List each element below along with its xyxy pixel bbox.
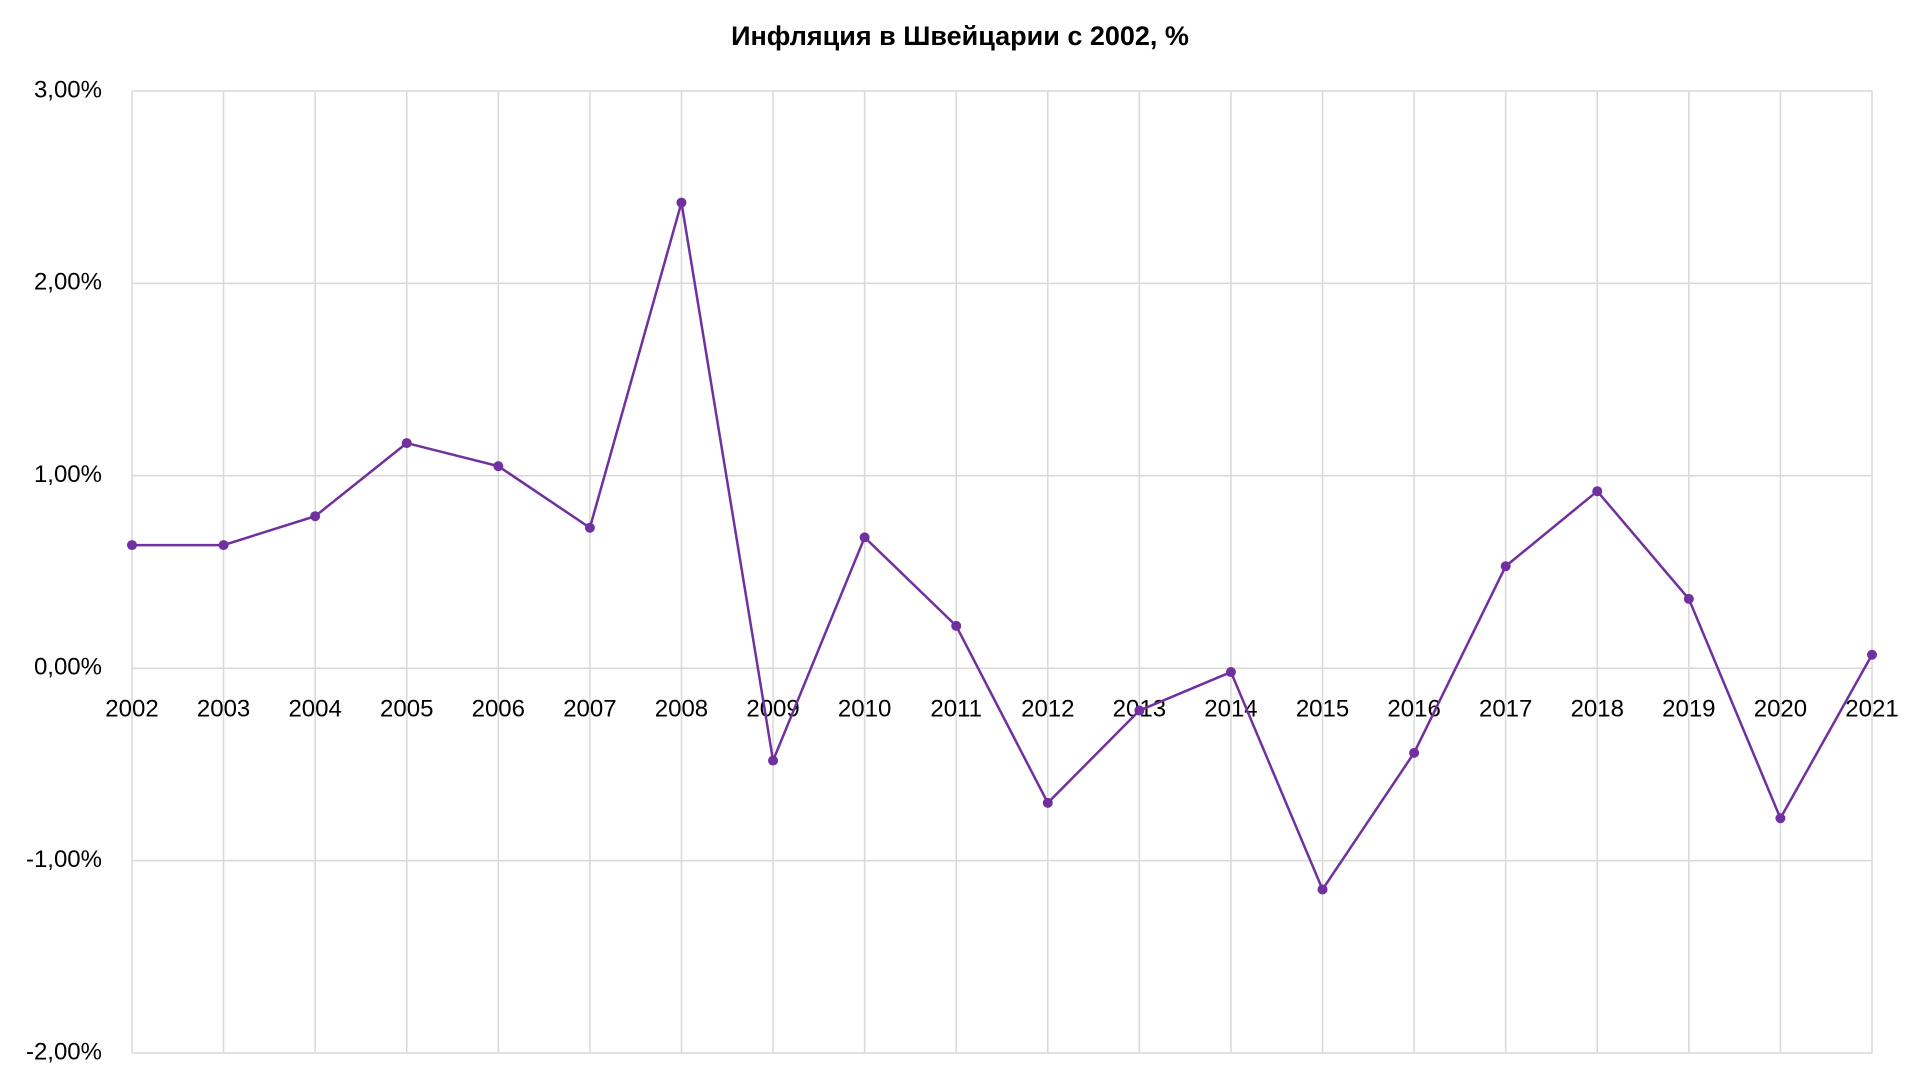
data-point bbox=[1042, 797, 1053, 808]
x-tick-label: 2009 bbox=[746, 696, 799, 723]
data-point bbox=[127, 540, 137, 551]
x-tick-label: 2017 bbox=[1479, 696, 1532, 723]
data-point bbox=[1683, 593, 1694, 604]
x-tick-label: 2010 bbox=[838, 696, 891, 723]
data-point bbox=[401, 438, 412, 449]
x-tick-label: 2020 bbox=[1754, 696, 1807, 723]
data-point bbox=[1500, 561, 1511, 572]
data-point bbox=[768, 755, 779, 766]
data-point bbox=[1592, 486, 1603, 497]
data-point bbox=[218, 540, 229, 551]
data-point bbox=[1225, 667, 1236, 678]
x-tick-label: 2002 bbox=[105, 696, 158, 723]
x-tick-label: 2005 bbox=[380, 696, 433, 723]
y-tick-label: -2,00% bbox=[26, 1038, 102, 1065]
data-point bbox=[1409, 747, 1420, 758]
y-tick-label: 2,00% bbox=[34, 269, 102, 296]
data-point bbox=[584, 522, 595, 533]
data-point bbox=[1317, 884, 1328, 895]
data-point bbox=[1775, 813, 1786, 824]
x-tick-label: 2021 bbox=[1845, 696, 1898, 723]
x-tick-label: 2007 bbox=[563, 696, 616, 723]
x-tick-label: 2014 bbox=[1204, 696, 1257, 723]
data-point bbox=[676, 197, 687, 208]
chart-title: Инфляция в Швейцарии с 2002, % bbox=[731, 21, 1189, 51]
y-tick-label: -1,00% bbox=[26, 846, 102, 873]
x-tick-label: 2006 bbox=[472, 696, 525, 723]
data-point bbox=[859, 532, 870, 543]
data-point bbox=[493, 461, 504, 472]
x-tick-label: 2018 bbox=[1571, 696, 1624, 723]
data-point bbox=[951, 620, 962, 631]
x-tick-label: 2003 bbox=[197, 696, 250, 723]
x-tick-label: 2019 bbox=[1662, 696, 1715, 723]
x-tick-label: 2012 bbox=[1021, 696, 1074, 723]
x-tick-label: 2016 bbox=[1387, 696, 1440, 723]
x-tick-label: 2011 bbox=[930, 696, 982, 723]
data-point bbox=[310, 511, 321, 522]
y-tick-label: 1,00% bbox=[34, 461, 102, 488]
y-tick-label: 0,00% bbox=[34, 654, 102, 681]
x-tick-label: 2015 bbox=[1296, 696, 1349, 723]
data-line bbox=[132, 202, 1874, 893]
y-tick-label: 3,00% bbox=[34, 76, 102, 103]
x-tick-label: 2004 bbox=[288, 696, 341, 723]
data-point bbox=[1867, 649, 1877, 660]
data-point bbox=[1134, 705, 1145, 716]
x-tick-label: 2008 bbox=[655, 696, 708, 723]
